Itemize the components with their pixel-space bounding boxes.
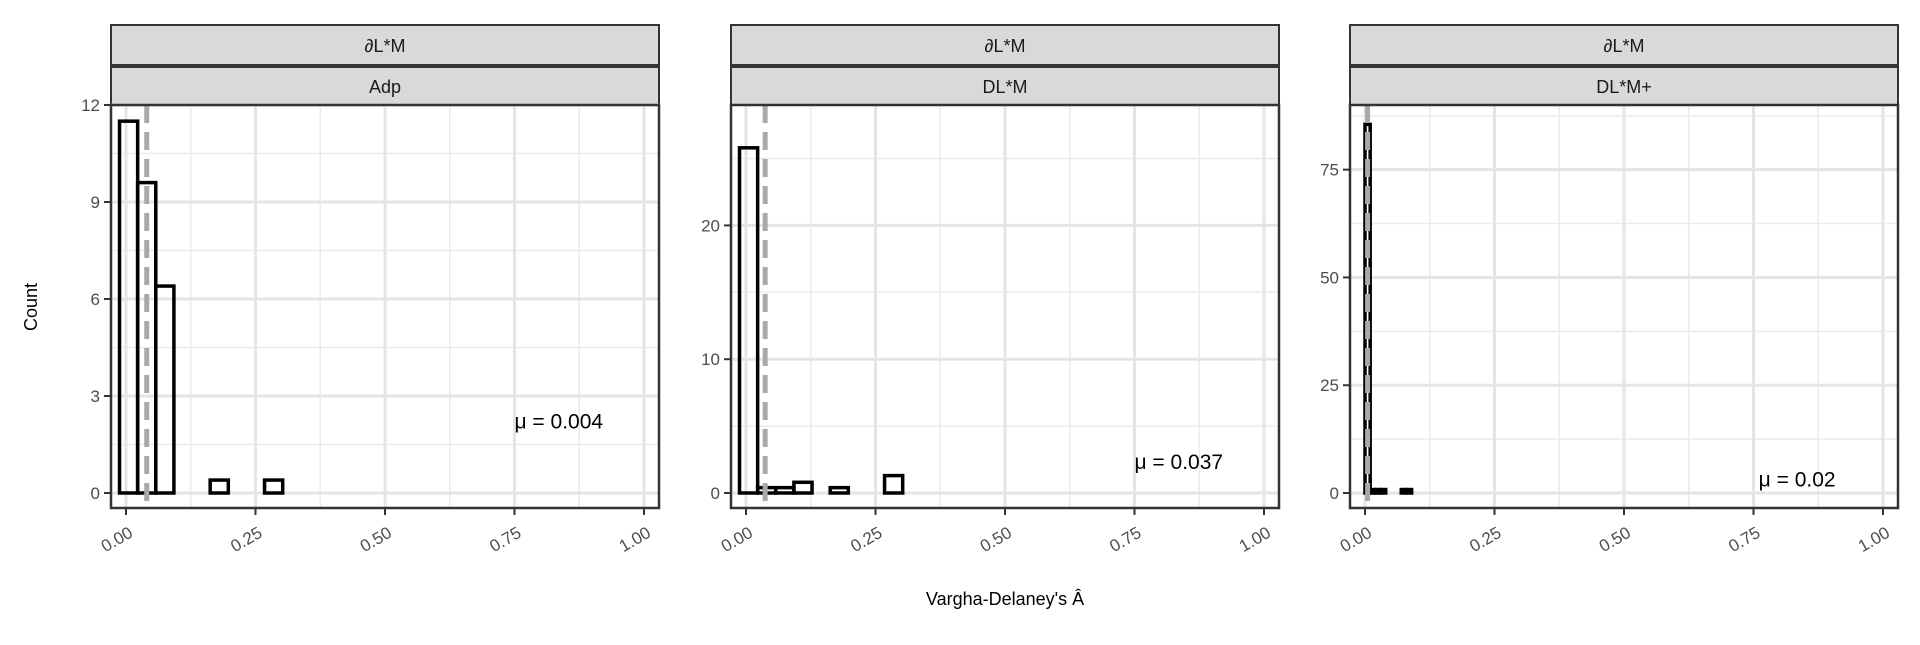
histogram-bar xyxy=(828,485,851,495)
x-tick-label: 0.75 xyxy=(1725,523,1763,556)
histogram-bar xyxy=(792,480,814,495)
strip-top-box xyxy=(1349,24,1899,66)
x-axis-title: Vargha-Delaney's Â xyxy=(926,589,1084,609)
facet-panel: ∂L*M DL*M+ μ = 0.02 0 25 50 75 0.00 0.25 0.50 0.75… xyxy=(1320,24,1900,556)
strip-bottom-box xyxy=(730,66,1280,106)
facet-panel: ∂L*M Adp μ = 0.004 0 3 6 9 12 0.00 0.25 0.50 0.75 1.… xyxy=(81,24,661,556)
y-tick-label: 3 xyxy=(91,387,100,406)
y-tick-label: 6 xyxy=(91,290,100,309)
histogram-bar xyxy=(154,284,176,495)
y-tick-label: 50 xyxy=(1320,268,1339,287)
strip-top-label: ∂L*M xyxy=(985,36,1026,56)
strip-top-box xyxy=(110,24,660,66)
x-tick-label: 0.50 xyxy=(357,523,395,556)
strip-bottom-box xyxy=(110,66,660,106)
histogram-bar xyxy=(208,478,231,495)
x-tick-label: 0.00 xyxy=(1337,523,1375,556)
x-tick-label: 0.25 xyxy=(227,523,265,556)
x-tick-label: 0.00 xyxy=(718,523,756,556)
x-tick-label: 0.25 xyxy=(847,523,885,556)
y-tick-label: 0 xyxy=(711,484,720,503)
x-tick-label: 1.00 xyxy=(1855,523,1893,556)
y-tick-label: 20 xyxy=(701,216,720,235)
y-tick-label: 25 xyxy=(1320,376,1339,395)
y-axis-title: Count xyxy=(21,283,41,331)
strip-top-label: ∂L*M xyxy=(365,36,406,56)
strip-bottom-label: DL*M+ xyxy=(1596,77,1652,97)
x-tick-label: 0.50 xyxy=(977,523,1015,556)
histogram-bar xyxy=(882,473,905,495)
facet-panel: ∂L*M DL*M μ = 0.037 0 10 20 0.00 0.25 0.50 0.75 1.… xyxy=(701,24,1281,556)
strip-bottom-label: Adp xyxy=(369,77,401,97)
x-tick-label: 0.00 xyxy=(98,523,136,556)
y-tick-label: 75 xyxy=(1320,161,1339,180)
y-tick-label: 9 xyxy=(91,193,100,212)
mean-annotation: μ = 0.004 xyxy=(515,410,604,433)
strip-top-box xyxy=(730,24,1280,66)
y-tick-label: 0 xyxy=(91,484,100,503)
x-tick-label: 0.25 xyxy=(1466,523,1504,556)
strip-bottom-label: DL*M xyxy=(982,77,1027,97)
strip-top-label: ∂L*M xyxy=(1604,36,1645,56)
x-tick-label: 0.75 xyxy=(486,523,524,556)
mean-annotation: μ = 0.037 xyxy=(1135,451,1224,474)
x-tick-label: 0.75 xyxy=(1106,523,1144,556)
histogram-bar xyxy=(737,146,760,495)
histogram-bar xyxy=(262,478,285,495)
x-tick-label: 1.00 xyxy=(616,523,654,556)
x-tick-label: 0.50 xyxy=(1596,523,1634,556)
mean-annotation: μ = 0.02 xyxy=(1759,469,1836,492)
y-tick-label: 0 xyxy=(1330,484,1339,503)
y-tick-label: 12 xyxy=(81,96,100,115)
histogram-bar xyxy=(1404,487,1414,495)
histogram-bar xyxy=(1378,487,1388,495)
x-tick-label: 1.00 xyxy=(1236,523,1274,556)
y-tick-label: 10 xyxy=(701,350,720,369)
